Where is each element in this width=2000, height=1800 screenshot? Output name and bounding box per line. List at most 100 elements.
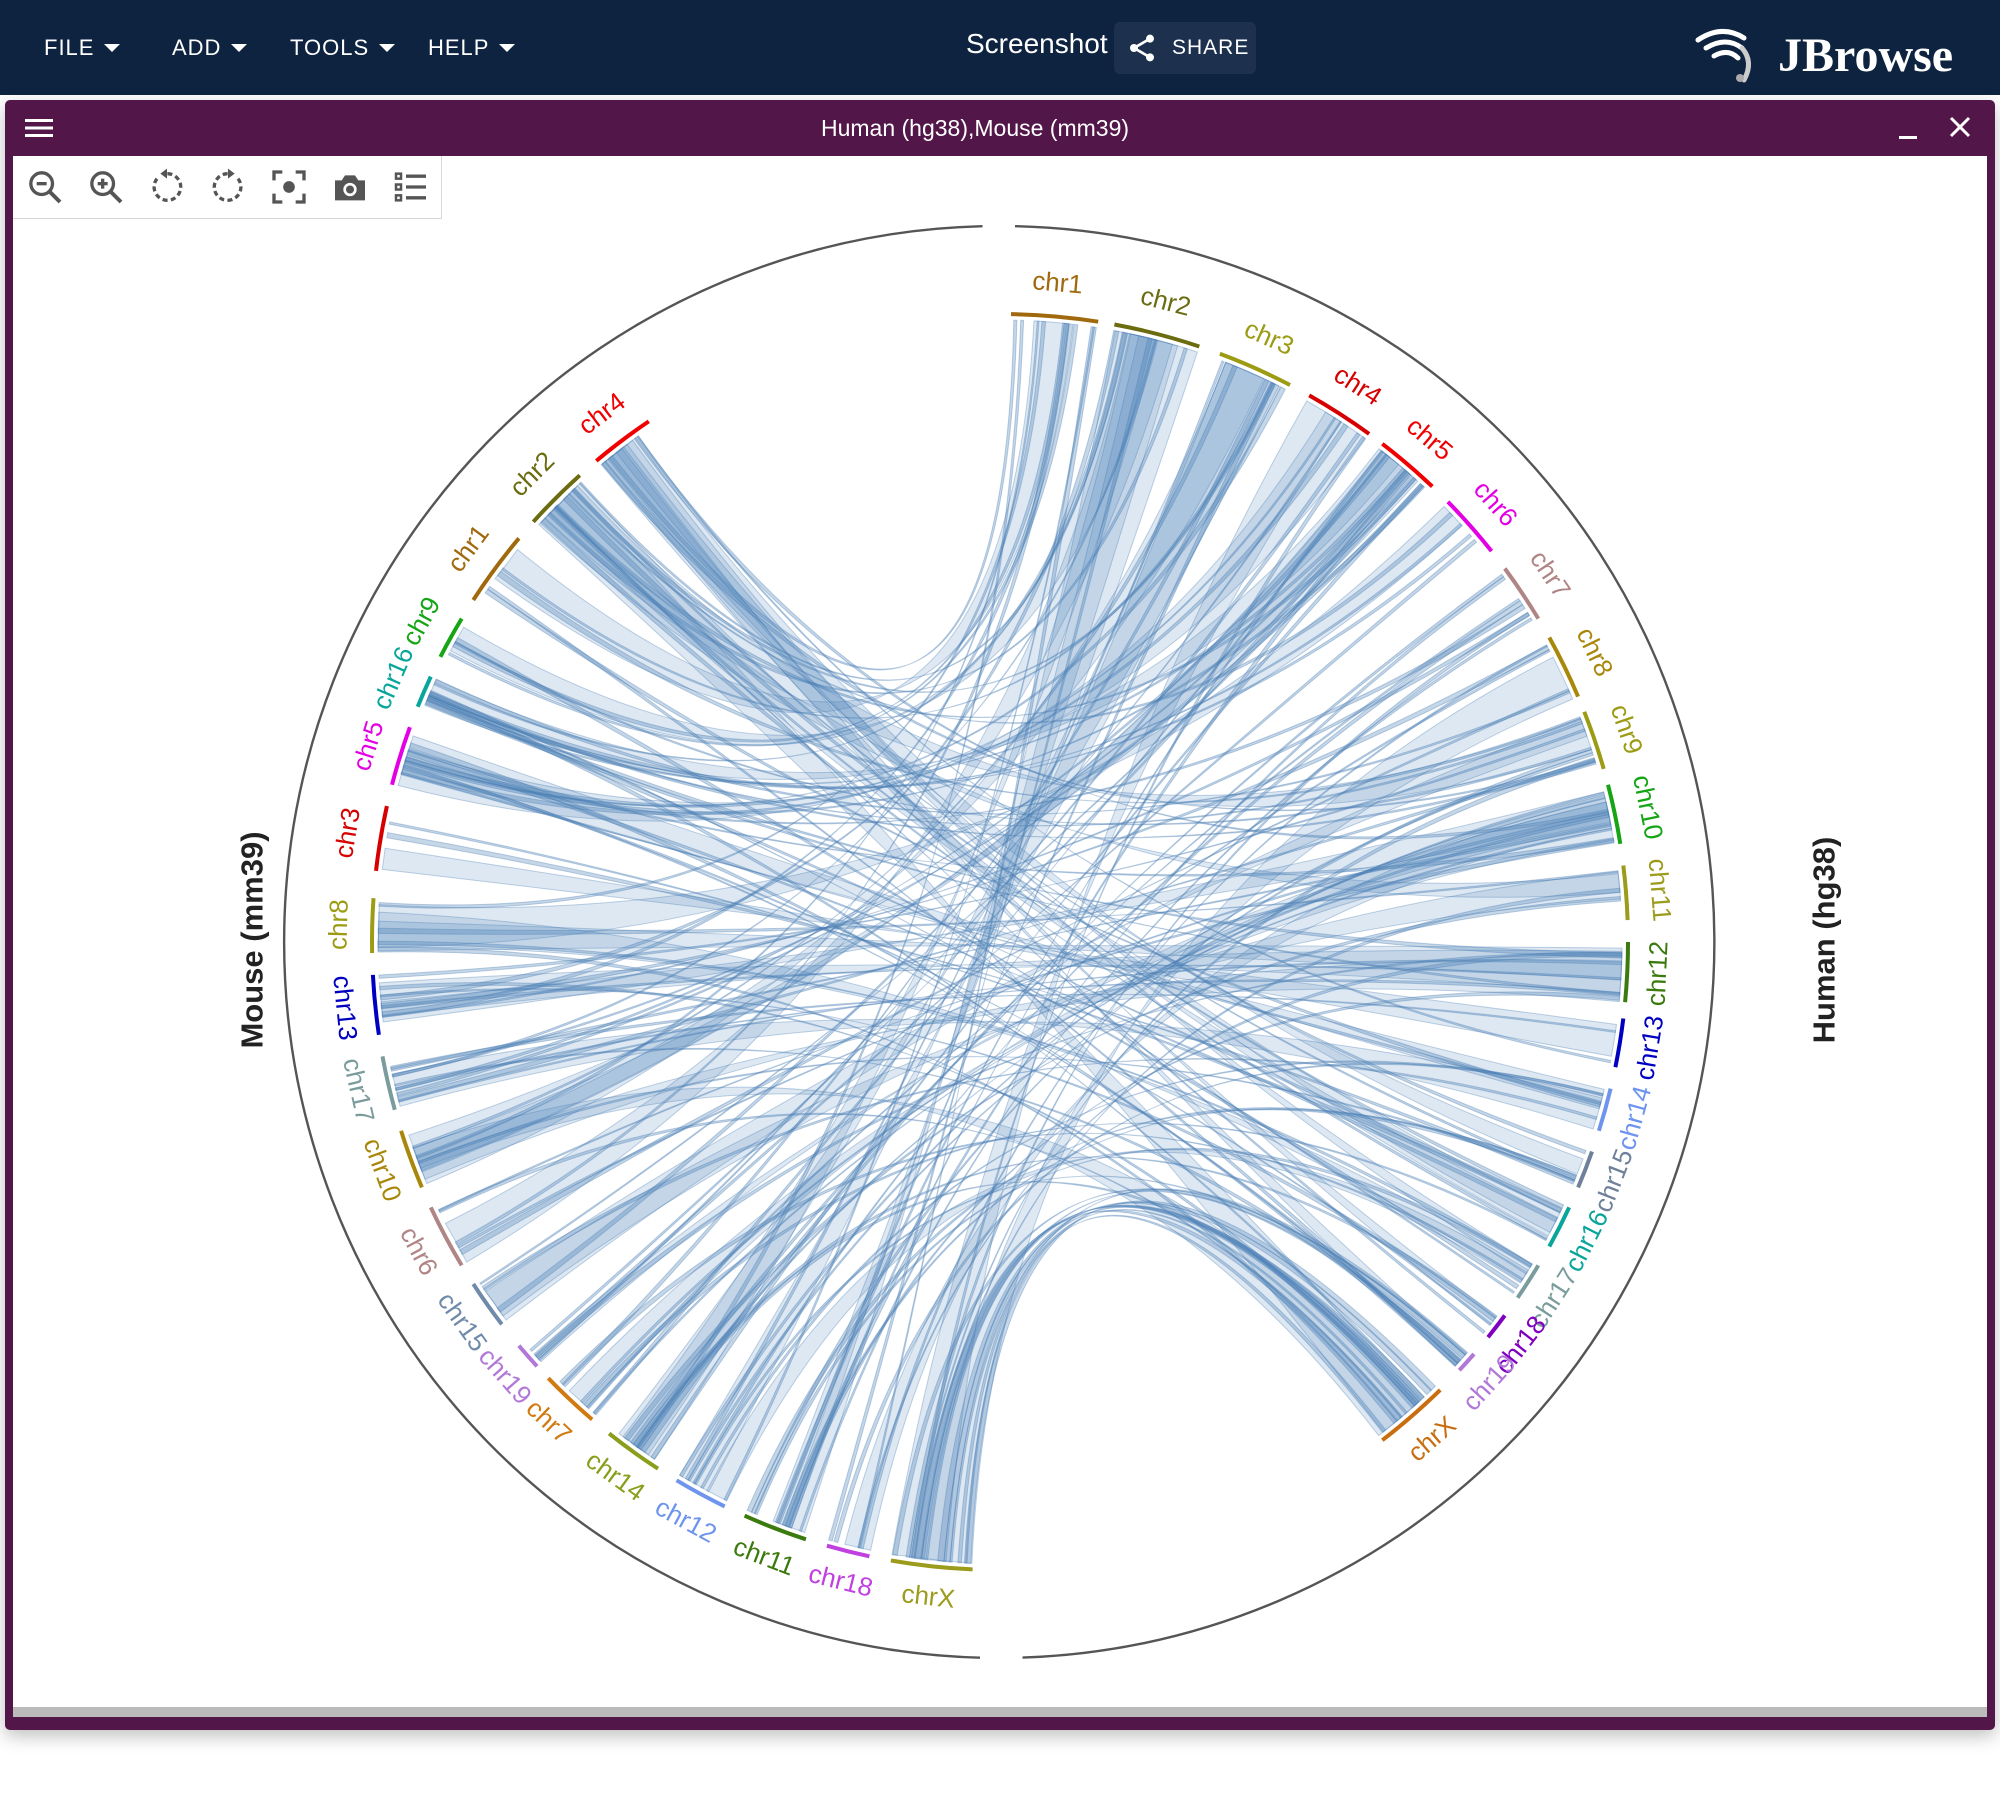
zoom-in-icon[interactable]	[86, 167, 126, 207]
synteny-link[interactable]	[567, 492, 1454, 724]
view-resize-bar[interactable]	[13, 1707, 1987, 1717]
synteny-link[interactable]	[395, 468, 1408, 1097]
synteny-link[interactable]	[379, 988, 1497, 1323]
synteny-link[interactable]	[753, 1147, 1533, 1516]
synteny-link[interactable]	[388, 821, 1563, 1214]
synteny-link[interactable]	[391, 329, 1120, 1078]
synteny-link[interactable]	[444, 333, 1174, 1263]
chromosome-mouse-chr6[interactable]	[428, 1206, 464, 1267]
synteny-link[interactable]	[618, 361, 1282, 1456]
menu-file[interactable]: FILE	[44, 0, 121, 95]
synteny-link[interactable]	[481, 1058, 1598, 1291]
chromosome-human-chr2[interactable]	[1114, 322, 1200, 349]
synteny-link[interactable]	[411, 364, 1238, 1150]
menu-add[interactable]: ADD	[172, 0, 248, 95]
synteny-link[interactable]	[592, 813, 1610, 1415]
synteny-link[interactable]	[381, 611, 1531, 1019]
synteny-link[interactable]	[415, 320, 1040, 1160]
synteny-link[interactable]	[650, 482, 1425, 1460]
synteny-link[interactable]	[428, 691, 1597, 839]
chromosome-human-chr17[interactable]	[1515, 1264, 1541, 1299]
chromosome-human-chr8[interactable]	[1547, 636, 1580, 698]
synteny-link[interactable]	[608, 319, 1018, 671]
synteny-link[interactable]	[827, 337, 1153, 1542]
synteny-link[interactable]	[377, 911, 1529, 1283]
synteny-link[interactable]	[449, 332, 1159, 746]
chromosome-mouse-chr11[interactable]	[743, 1513, 807, 1542]
synteny-link[interactable]	[396, 757, 1596, 1103]
chromosome-human-chr18[interactable]	[1486, 1314, 1507, 1339]
synteny-link[interactable]	[534, 538, 1478, 1359]
synteny-link[interactable]	[570, 382, 1276, 693]
synteny-link[interactable]	[684, 360, 1225, 1481]
synteny-link[interactable]	[857, 951, 1623, 1549]
chromosome-human-chr9[interactable]	[1582, 711, 1606, 770]
synteny-link[interactable]	[692, 600, 1524, 1485]
synteny-link[interactable]	[381, 847, 1618, 1057]
synteny-link[interactable]	[892, 1188, 1466, 1556]
synteny-link[interactable]	[629, 597, 1521, 1446]
chromosome-human-chr15[interactable]	[1576, 1150, 1594, 1189]
synteny-link[interactable]	[784, 991, 1621, 1528]
synteny-link[interactable]	[579, 827, 1613, 1404]
hamburger-icon[interactable]	[25, 116, 53, 140]
synteny-link[interactable]	[393, 1047, 1462, 1365]
synteny-link[interactable]	[412, 1086, 1418, 1437]
synteny-link[interactable]	[402, 764, 1461, 1365]
chromosome-mouse-chr17[interactable]	[380, 1056, 397, 1111]
synteny-link[interactable]	[433, 331, 1128, 762]
synteny-link[interactable]	[559, 1132, 1524, 1386]
synteny-link[interactable]	[636, 435, 1612, 1064]
synteny-link[interactable]	[600, 460, 1596, 811]
zoom-out-icon[interactable]	[25, 167, 65, 207]
synteny-link[interactable]	[723, 326, 1096, 1502]
synteny-link[interactable]	[607, 443, 1561, 1234]
chromosome-mouse-chr12[interactable]	[675, 1478, 726, 1509]
synteny-link[interactable]	[554, 505, 1486, 1335]
synteny-link[interactable]	[891, 400, 1342, 1563]
synteny-link[interactable]	[482, 717, 1588, 1321]
synteny-link[interactable]	[859, 644, 1549, 1550]
synteny-link[interactable]	[403, 483, 1426, 815]
chromosome-mouse-chr13[interactable]	[370, 974, 381, 1036]
synteny-link[interactable]	[425, 696, 1623, 959]
synteny-link[interactable]	[562, 494, 1577, 1182]
synteny-link[interactable]	[400, 735, 1605, 1110]
synteny-link[interactable]	[380, 644, 1550, 1009]
chromosome-human-chr13[interactable]	[1613, 1018, 1626, 1068]
chromosome-mouse-chr9[interactable]	[438, 617, 464, 658]
synteny-link[interactable]	[687, 791, 1605, 1482]
chromosome-mouse-chr7[interactable]	[546, 1376, 594, 1422]
chromosome-mouse-chr2[interactable]	[531, 473, 582, 524]
chromosome-human-chrX[interactable]	[1381, 1388, 1442, 1442]
synteny-link[interactable]	[377, 946, 1399, 1425]
chromosome-mouse-chr3[interactable]	[374, 805, 389, 872]
synteny-link[interactable]	[377, 920, 1623, 981]
synteny-link[interactable]	[484, 588, 1602, 1108]
synteny-link[interactable]	[426, 448, 1400, 780]
synteny-link[interactable]	[378, 949, 1623, 1017]
synteny-link[interactable]	[911, 887, 1621, 1559]
synteny-link[interactable]	[782, 330, 1179, 1534]
chromosome-mouse-chr14[interactable]	[607, 1431, 660, 1471]
synteny-link[interactable]	[774, 450, 1385, 1524]
synteny-link[interactable]	[963, 1200, 1437, 1564]
synteny-link[interactable]	[957, 1209, 1408, 1564]
chromosome-mouse-chr15[interactable]	[471, 1282, 504, 1326]
synteny-link[interactable]	[381, 323, 1074, 1018]
synteny-link[interactable]	[391, 482, 1425, 1078]
synteny-link[interactable]	[402, 765, 1493, 1326]
synteny-link[interactable]	[578, 331, 1127, 681]
synteny-link[interactable]	[412, 449, 1413, 1172]
synteny-link[interactable]	[706, 1149, 1528, 1502]
synteny-link[interactable]	[603, 446, 1466, 1367]
chromosome-mouse-chr18[interactable]	[826, 1543, 870, 1559]
synteny-link[interactable]	[553, 476, 1417, 718]
synteny-link[interactable]	[378, 728, 1586, 979]
synteny-link[interactable]	[600, 447, 1497, 1327]
synteny-link[interactable]	[622, 333, 1158, 1460]
synteny-link[interactable]	[537, 431, 1361, 1362]
synteny-link[interactable]	[404, 603, 1526, 825]
synteny-link[interactable]	[615, 439, 1533, 1275]
synteny-link[interactable]	[386, 832, 1575, 1185]
